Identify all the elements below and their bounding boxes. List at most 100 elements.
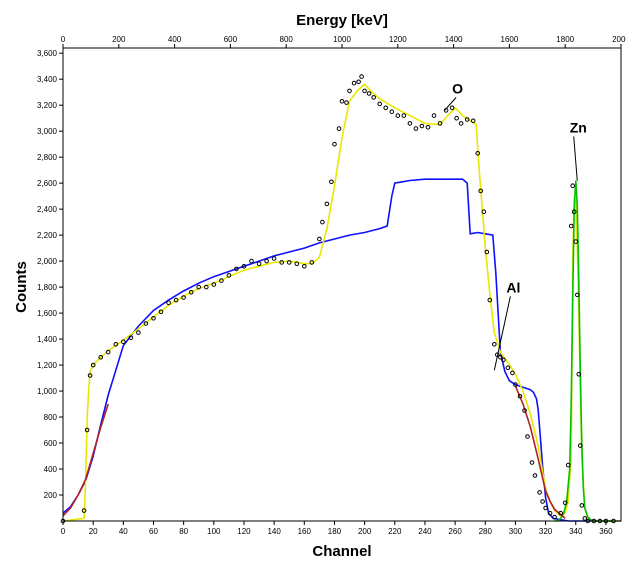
data-point (458, 121, 464, 126)
data-point (136, 330, 141, 335)
data-point (431, 113, 437, 118)
data-point (401, 113, 407, 118)
data-point (377, 101, 383, 107)
data-point (256, 261, 262, 267)
data-point (336, 126, 342, 131)
x-tick-label: 280 (479, 527, 493, 536)
data-point (487, 297, 493, 303)
data-point (525, 434, 530, 439)
x-tick-label: 160 (298, 527, 312, 536)
data-point (484, 249, 490, 255)
data-point (344, 100, 349, 105)
x-tick-label: 200 (358, 527, 372, 536)
data-point (552, 514, 557, 520)
data-point (128, 335, 134, 341)
data-point (286, 260, 292, 265)
x-tick-label: 300 (509, 527, 523, 536)
data-point (529, 460, 535, 465)
data-point (279, 260, 285, 265)
y-tick-label: 3,400 (37, 75, 58, 84)
data-point (356, 79, 361, 85)
x2-tick-label: 2000 (612, 35, 626, 44)
x-tick-label: 360 (599, 527, 613, 536)
y-axis-title: Counts (13, 261, 30, 313)
data-point (562, 500, 568, 506)
y-tick-label: 3,600 (37, 49, 58, 58)
data-point (568, 223, 574, 229)
data-point (371, 95, 377, 100)
data-point (234, 266, 239, 272)
x-tick-label: 220 (388, 527, 402, 536)
x2-tick-label: 1400 (445, 35, 463, 44)
x2-tick-label: 400 (168, 35, 182, 44)
data-point (498, 355, 503, 360)
y-tick-label: 3,200 (37, 101, 58, 110)
y-tick-label: 1,800 (37, 283, 58, 292)
y-tick-label: 2,400 (37, 205, 58, 214)
data-point (570, 183, 576, 188)
data-point (449, 105, 455, 111)
data-point (359, 74, 364, 79)
series-line-1 (62, 178, 621, 522)
data-point (579, 503, 585, 508)
y-tick-label: 3,000 (37, 127, 58, 136)
data-point (573, 239, 579, 244)
data-point (264, 258, 269, 264)
data-point (219, 278, 224, 283)
bottom-axis-title: Channel (312, 543, 371, 560)
data-point (513, 382, 518, 387)
annotation-Al: Al (506, 279, 520, 295)
y-tick-label: 2,800 (37, 153, 58, 162)
data-point (151, 316, 156, 321)
data-point (571, 209, 577, 214)
plot-layer (60, 74, 621, 524)
data-point (90, 362, 96, 368)
data-point (510, 370, 515, 376)
data-point (407, 121, 413, 126)
data-point (395, 113, 401, 118)
annotation-O: O (452, 80, 463, 96)
x2-tick-label: 200 (112, 35, 126, 44)
y-tick-label: 1,000 (37, 387, 58, 396)
data-point (181, 295, 186, 300)
data-point (582, 516, 588, 521)
data-point (249, 258, 254, 264)
data-point (173, 297, 179, 303)
data-point (351, 80, 357, 86)
annotations-layer: O Zn Al (444, 80, 587, 371)
data-point (505, 365, 511, 371)
data-point (302, 264, 307, 269)
data-point (317, 236, 322, 242)
data-point (578, 443, 583, 448)
x2-tick-label: 1800 (556, 35, 574, 44)
y-tick-label: 2,600 (37, 179, 58, 188)
data-point (241, 264, 247, 269)
x2-tick-label: 1600 (501, 35, 519, 44)
data-point (188, 290, 194, 295)
data-point (522, 408, 527, 413)
annotation-leader-O (444, 97, 457, 111)
y-tick-label: 1,200 (37, 361, 58, 370)
data-point (475, 151, 481, 156)
data-point (565, 462, 571, 468)
data-point (271, 256, 277, 261)
data-point (81, 508, 87, 513)
plot-frame (62, 47, 622, 522)
x-tick-label: 180 (328, 527, 342, 536)
annotation-Zn: Zn (570, 119, 587, 135)
x-tick-label: 100 (207, 527, 221, 536)
series-line-4 (62, 403, 109, 517)
data-point (501, 357, 506, 363)
data-point (294, 261, 300, 267)
data-point (347, 88, 352, 94)
x-tick-label: 340 (569, 527, 583, 536)
y-tick-label: 2,000 (37, 257, 58, 266)
data-point (464, 117, 470, 122)
data-point (366, 91, 372, 96)
x2-tick-label: 600 (224, 35, 238, 44)
x-tick-label: 320 (539, 527, 553, 536)
data-point (383, 105, 389, 111)
data-point (362, 88, 367, 94)
y-tick-label: 2,200 (37, 231, 58, 240)
x-tick-label: 20 (89, 527, 98, 536)
